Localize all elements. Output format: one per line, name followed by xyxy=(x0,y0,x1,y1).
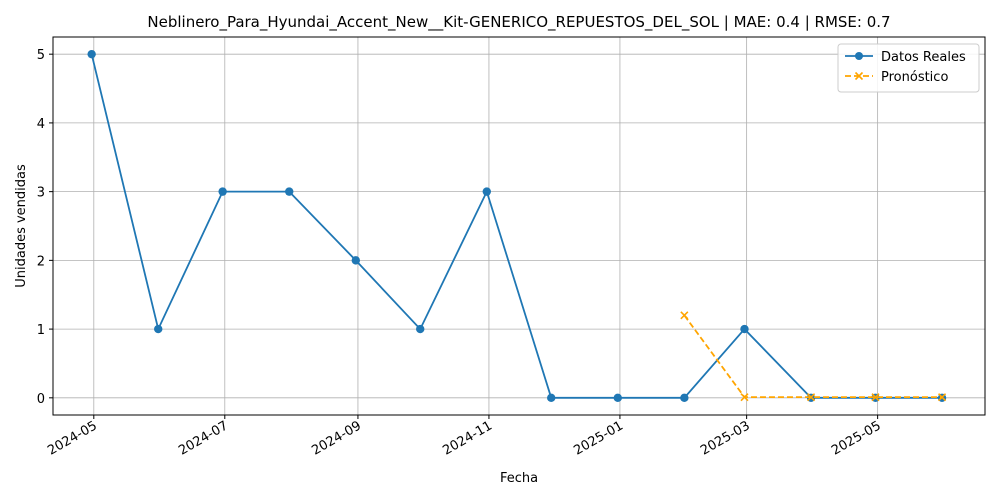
data-point-pronostico xyxy=(937,393,947,402)
y-tick-label: 5 xyxy=(37,48,45,63)
legend-marker-datos-reales xyxy=(855,52,863,60)
data-point-datos-reales xyxy=(154,324,163,334)
y-axis-label: Unidades vendidas xyxy=(14,164,29,288)
y-tick-label: 0 xyxy=(37,392,45,407)
chart-title: Neblinero_Para_Hyundai_Accent_New__Kit-G… xyxy=(147,13,890,32)
series-line-datos-reales xyxy=(90,53,943,399)
data-point-datos-reales xyxy=(482,187,491,196)
legend: Datos Reales Pronóstico xyxy=(837,43,980,93)
series-line-pronostico xyxy=(683,314,943,399)
y-tick-label: 1 xyxy=(37,323,45,338)
legend-box xyxy=(837,43,980,93)
data-point-pronostico xyxy=(740,393,749,402)
data-point-datos-reales xyxy=(613,393,622,403)
data-point-datos-reales xyxy=(87,49,96,59)
data-point-datos-reales xyxy=(351,256,360,265)
legend-marker-pronostico xyxy=(854,71,864,81)
legend-label-pronostico: Pronóstico xyxy=(881,70,948,85)
grid-lines xyxy=(53,37,985,415)
data-point-datos-reales xyxy=(218,187,227,196)
y-tick-label: 4 xyxy=(37,117,45,132)
y-tick-label: 3 xyxy=(37,186,45,201)
data-point-datos-reales xyxy=(547,393,556,403)
data-point-datos-reales xyxy=(416,324,425,334)
data-point-pronostico xyxy=(680,311,689,320)
y-tick-label: 2 xyxy=(37,254,45,269)
data-point-datos-reales xyxy=(285,187,294,196)
data-point-pronostico xyxy=(871,393,880,402)
data-point-pronostico xyxy=(806,393,816,402)
data-point-datos-reales xyxy=(680,393,689,403)
legend-label-datos-reales: Datos Reales xyxy=(881,50,966,65)
series xyxy=(87,49,947,403)
plot-frame xyxy=(52,36,986,416)
x-axis-label: Fecha xyxy=(500,471,538,486)
data-point-datos-reales xyxy=(740,324,749,334)
legend-x-icon xyxy=(854,71,864,81)
